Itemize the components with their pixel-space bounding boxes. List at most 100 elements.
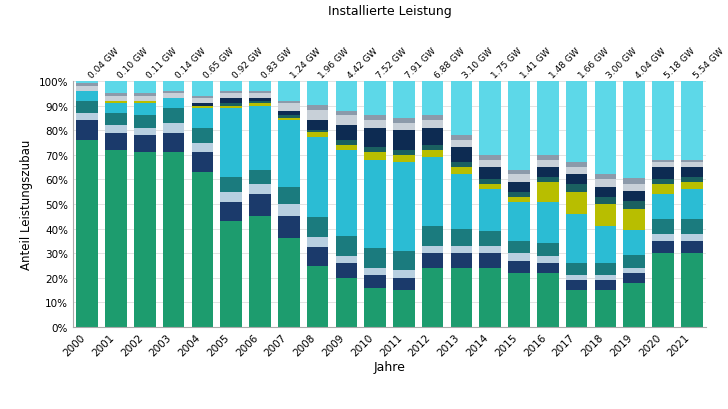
Bar bbox=[76, 92, 98, 101]
Bar bbox=[422, 227, 443, 246]
Bar bbox=[163, 133, 184, 153]
Bar bbox=[221, 82, 242, 92]
Bar bbox=[595, 175, 616, 180]
Bar bbox=[537, 263, 558, 273]
Bar bbox=[566, 192, 587, 214]
Bar bbox=[422, 116, 443, 121]
Bar bbox=[191, 99, 213, 104]
Bar bbox=[306, 237, 328, 247]
Bar bbox=[652, 219, 674, 234]
Bar bbox=[508, 82, 530, 170]
Bar bbox=[422, 121, 443, 128]
Bar bbox=[191, 82, 213, 97]
Title: Installierte Leistung: Installierte Leistung bbox=[328, 5, 451, 18]
Bar bbox=[105, 104, 127, 114]
Bar bbox=[163, 109, 184, 124]
Bar bbox=[508, 241, 530, 254]
Bar bbox=[306, 106, 328, 111]
Bar bbox=[364, 121, 386, 128]
Bar bbox=[595, 276, 616, 281]
Bar bbox=[537, 178, 558, 182]
Bar bbox=[306, 247, 328, 266]
Bar bbox=[566, 276, 587, 281]
Bar bbox=[163, 82, 184, 92]
Bar bbox=[134, 153, 156, 327]
Bar bbox=[105, 151, 127, 327]
Bar bbox=[566, 82, 587, 163]
Bar bbox=[480, 246, 501, 254]
Bar bbox=[364, 128, 386, 148]
Bar bbox=[278, 116, 299, 119]
Bar bbox=[278, 204, 299, 217]
Bar bbox=[537, 82, 558, 155]
Bar bbox=[336, 263, 357, 278]
Bar bbox=[480, 160, 501, 168]
Bar bbox=[623, 256, 645, 268]
Bar bbox=[191, 128, 213, 143]
Bar bbox=[451, 136, 472, 141]
Bar bbox=[336, 116, 357, 126]
Bar bbox=[306, 121, 328, 130]
Bar bbox=[278, 121, 299, 187]
Bar bbox=[393, 82, 415, 119]
Bar bbox=[249, 217, 271, 327]
Bar bbox=[393, 131, 415, 151]
Y-axis label: Anteil Leistungszubau: Anteil Leistungszubau bbox=[20, 139, 33, 270]
Bar bbox=[681, 163, 703, 168]
Bar bbox=[623, 274, 645, 284]
X-axis label: Jahre: Jahre bbox=[373, 360, 405, 373]
Bar bbox=[364, 249, 386, 268]
Bar bbox=[451, 229, 472, 246]
Bar bbox=[652, 195, 674, 219]
Bar bbox=[595, 204, 616, 227]
Bar bbox=[105, 133, 127, 151]
Bar bbox=[191, 109, 213, 128]
Bar bbox=[451, 148, 472, 163]
Bar bbox=[134, 82, 156, 94]
Bar bbox=[451, 141, 472, 148]
Bar bbox=[278, 101, 299, 104]
Bar bbox=[566, 281, 587, 290]
Bar bbox=[105, 94, 127, 97]
Bar bbox=[221, 106, 242, 109]
Bar bbox=[278, 111, 299, 116]
Bar bbox=[681, 82, 703, 160]
Bar bbox=[249, 82, 271, 92]
Bar bbox=[278, 239, 299, 327]
Bar bbox=[134, 136, 156, 153]
Bar bbox=[364, 82, 386, 116]
Bar bbox=[480, 254, 501, 268]
Bar bbox=[76, 101, 98, 114]
Bar bbox=[652, 254, 674, 327]
Bar bbox=[537, 182, 558, 202]
Bar bbox=[422, 254, 443, 268]
Bar bbox=[76, 82, 98, 84]
Bar bbox=[537, 168, 558, 178]
Bar bbox=[508, 202, 530, 241]
Bar bbox=[681, 190, 703, 219]
Bar bbox=[595, 180, 616, 187]
Bar bbox=[134, 116, 156, 128]
Bar bbox=[134, 128, 156, 136]
Bar bbox=[76, 87, 98, 92]
Bar bbox=[681, 168, 703, 178]
Bar bbox=[163, 124, 184, 133]
Bar bbox=[623, 230, 645, 256]
Bar bbox=[451, 246, 472, 254]
Bar bbox=[134, 94, 156, 97]
Bar bbox=[249, 195, 271, 217]
Bar bbox=[364, 116, 386, 121]
Bar bbox=[134, 104, 156, 116]
Bar bbox=[480, 155, 501, 160]
Bar bbox=[451, 254, 472, 268]
Bar bbox=[480, 231, 501, 246]
Bar bbox=[191, 106, 213, 109]
Bar bbox=[595, 82, 616, 175]
Bar bbox=[221, 202, 242, 222]
Bar bbox=[105, 126, 127, 133]
Bar bbox=[508, 192, 530, 197]
Bar bbox=[191, 97, 213, 99]
Bar bbox=[336, 111, 357, 116]
Bar bbox=[364, 288, 386, 327]
Bar bbox=[480, 185, 501, 190]
